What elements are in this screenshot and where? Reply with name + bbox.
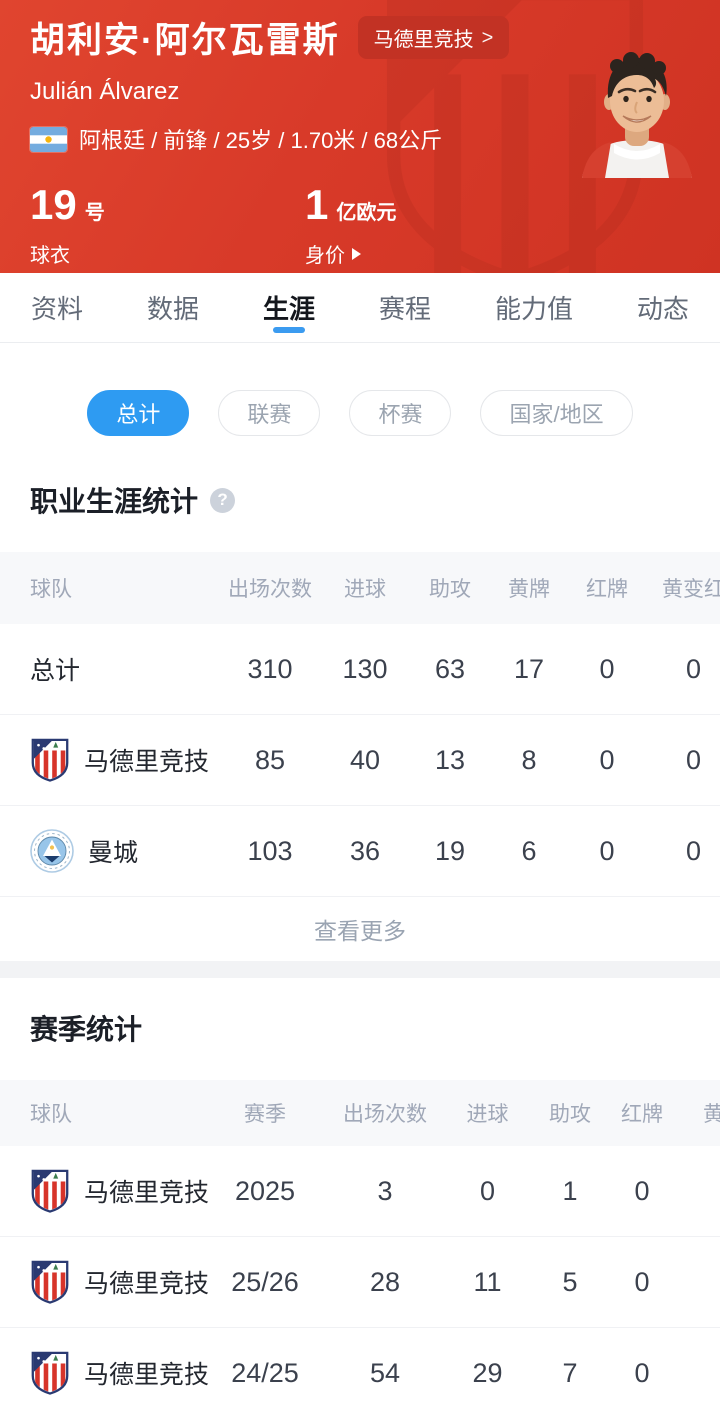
career-row-atletico[interactable]: 马德里竞技 85 40 13 8 0 0 bbox=[0, 715, 720, 806]
active-tab-underline bbox=[272, 327, 305, 333]
tab-career[interactable]: 生涯 bbox=[260, 273, 318, 342]
season-stats-section: 赛季统计 球队 赛季 出场次数 进球 助攻 红牌 黄牌 马德里竞技 2025 3… bbox=[0, 978, 720, 1417]
team-name: 曼城 bbox=[88, 839, 139, 867]
career-table: 球队 出场次数 进球 助攻 黄牌 红牌 黄变红 总计 310 130 63 17… bbox=[0, 552, 720, 897]
tab-profile[interactable]: 资料 bbox=[31, 294, 84, 324]
team-name: 总计 bbox=[30, 657, 81, 685]
arrow-right-icon bbox=[352, 247, 361, 260]
shirt-label: 球衣 bbox=[30, 245, 70, 267]
season-value: 24/25 bbox=[231, 1357, 299, 1388]
player-name-cn: 胡利安·阿尔瓦雷斯 bbox=[30, 21, 340, 60]
season-value: 25/26 bbox=[231, 1266, 299, 1297]
team-name: 马德里竞技 bbox=[84, 1270, 210, 1298]
season-section-title: 赛季统计 bbox=[30, 1014, 143, 1045]
career-section-title: 职业生涯统计 bbox=[30, 486, 199, 517]
column-appearances: 出场次数 bbox=[228, 578, 312, 601]
column-goals: 进球 bbox=[466, 1103, 509, 1126]
column-assists: 助攻 bbox=[429, 578, 471, 601]
tab-schedule[interactable]: 赛程 bbox=[378, 294, 431, 324]
club-link-label: 马德里竞技 bbox=[373, 29, 474, 51]
player-name-en: Julián Álvarez bbox=[30, 78, 180, 105]
market-value-label: 身价 bbox=[305, 245, 345, 267]
career-row-total[interactable]: 总计 310 130 63 17 0 0 bbox=[0, 624, 720, 715]
season-row-24-25[interactable]: 马德里竞技 24/25 54 29 7 0 bbox=[0, 1328, 720, 1417]
shirt-number-stat: 19 号 球衣 bbox=[30, 181, 305, 268]
atletico-madrid-crest-icon bbox=[30, 1351, 70, 1395]
section-divider bbox=[0, 961, 720, 978]
club-link-button[interactable]: 马德里竞技 > bbox=[357, 16, 510, 59]
season-value: 2025 bbox=[234, 1175, 296, 1206]
column-yellow-cards: 黄牌 bbox=[508, 578, 550, 601]
view-more-button[interactable]: 查看更多 bbox=[314, 918, 406, 944]
filter-national[interactable]: 国家/地区 bbox=[480, 390, 633, 436]
atletico-madrid-crest-icon bbox=[30, 1260, 70, 1304]
player-bio-line: 阿根廷 / 前锋 / 25岁 / 1.70米 / 68公斤 bbox=[79, 128, 443, 153]
career-table-header: 球队 出场次数 进球 助攻 黄牌 红牌 黄变红 bbox=[0, 552, 720, 624]
column-team: 球队 bbox=[30, 1103, 72, 1126]
player-info-row: 阿根廷 / 前锋 / 25岁 / 1.70米 / 68公斤 bbox=[0, 106, 720, 155]
career-stats-section: 职业生涯统计 ? 球队 出场次数 进球 助攻 黄牌 红牌 黄变红 总计 310 … bbox=[0, 436, 720, 961]
tab-news[interactable]: 动态 bbox=[636, 294, 689, 324]
filter-league[interactable]: 联赛 bbox=[218, 390, 321, 436]
competition-filters: 总计 联赛 杯赛 国家/地区 bbox=[0, 390, 720, 436]
filter-total[interactable]: 总计 bbox=[87, 390, 190, 436]
help-icon[interactable]: ? bbox=[210, 487, 236, 513]
atletico-madrid-crest-icon bbox=[30, 1169, 70, 1213]
market-value-unit: 亿欧元 bbox=[336, 202, 397, 224]
column-second-yellow: 黄变红 bbox=[662, 578, 720, 601]
shirt-number: 19 bbox=[30, 181, 77, 228]
manchester-city-crest-icon bbox=[30, 829, 74, 873]
column-appearances: 出场次数 bbox=[343, 1103, 427, 1126]
tab-rating[interactable]: 能力值 bbox=[494, 294, 573, 324]
team-name: 马德里竞技 bbox=[84, 748, 210, 776]
column-goals: 进球 bbox=[344, 578, 386, 601]
team-name: 马德里竞技 bbox=[84, 1179, 210, 1207]
column-yellow-cards: 黄牌 bbox=[703, 1103, 720, 1126]
tab-bar: 资料 数据 生涯 赛程 能力值 动态 bbox=[0, 273, 720, 343]
filter-cup[interactable]: 杯赛 bbox=[349, 390, 452, 436]
argentina-flag-icon bbox=[30, 126, 67, 152]
season-table-header: 球队 赛季 出场次数 进球 助攻 红牌 黄牌 bbox=[0, 1080, 720, 1146]
market-value-number: 1 bbox=[305, 181, 329, 228]
column-red-cards: 红牌 bbox=[621, 1103, 663, 1126]
season-row-2025[interactable]: 马德里竞技 2025 3 0 1 0 bbox=[0, 1146, 720, 1237]
market-value-stat[interactable]: 1 亿欧元 身价 bbox=[305, 181, 580, 268]
season-row-25-26[interactable]: 马德里竞技 25/26 28 11 5 0 bbox=[0, 1237, 720, 1328]
season-table: 球队 赛季 出场次数 进球 助攻 红牌 黄牌 马德里竞技 2025 3 0 1 … bbox=[0, 1080, 720, 1417]
column-season: 赛季 bbox=[244, 1103, 286, 1126]
chevron-right-icon: > bbox=[481, 26, 494, 49]
column-assists: 助攻 bbox=[549, 1103, 591, 1126]
player-header: 胡利安·阿尔瓦雷斯 马德里竞技 > Julián Álvarez 阿根廷 / 前… bbox=[0, 0, 720, 273]
atletico-madrid-crest-icon bbox=[30, 738, 70, 782]
column-red-cards: 红牌 bbox=[586, 578, 628, 601]
tab-data[interactable]: 数据 bbox=[146, 294, 199, 324]
shirt-number-unit: 号 bbox=[84, 202, 105, 224]
team-name: 马德里竞技 bbox=[84, 1361, 210, 1389]
career-row-mancity[interactable]: 曼城 103 36 19 6 0 0 bbox=[0, 806, 720, 897]
column-team: 球队 bbox=[30, 578, 72, 601]
